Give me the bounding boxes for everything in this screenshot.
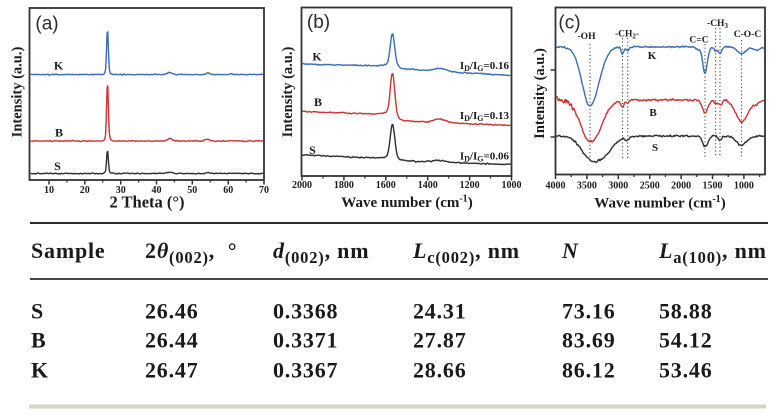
svg-text:B: B <box>314 95 322 109</box>
svg-text:-CH2-: -CH2- <box>615 30 639 41</box>
svg-text:1600: 1600 <box>376 180 396 191</box>
svg-text:C=C: C=C <box>689 36 708 46</box>
svg-text:0.3371: 0.3371 <box>273 328 338 353</box>
svg-text:83.69: 83.69 <box>562 328 616 353</box>
svg-text:58.88: 58.88 <box>659 299 713 324</box>
svg-text:1400: 1400 <box>418 180 438 191</box>
svg-text:C-O-C: C-O-C <box>734 30 762 40</box>
svg-text:K: K <box>54 58 64 72</box>
svg-text:2000: 2000 <box>671 181 691 192</box>
svg-text:B: B <box>649 107 657 119</box>
svg-text:-CH3: -CH3 <box>707 19 728 30</box>
svg-text:27.87: 27.87 <box>413 328 467 353</box>
svg-text:Wave number (cm-1): Wave number (cm-1) <box>341 194 472 212</box>
svg-text:28.66: 28.66 <box>413 358 467 383</box>
svg-text:1200: 1200 <box>460 180 480 191</box>
svg-text:26.47: 26.47 <box>145 358 199 383</box>
svg-text:K: K <box>312 50 322 64</box>
svg-text:2000: 2000 <box>292 180 312 191</box>
svg-text:53.46: 53.46 <box>659 358 713 383</box>
svg-text:Intensity (a.u.): Intensity (a.u.) <box>10 47 26 138</box>
svg-text:3500: 3500 <box>577 181 597 192</box>
svg-text:10: 10 <box>44 185 54 196</box>
svg-text:26.44: 26.44 <box>145 328 199 353</box>
svg-text:1000: 1000 <box>734 181 754 192</box>
svg-text:0.3368: 0.3368 <box>273 299 338 324</box>
svg-text:Intensity (a.u.): Intensity (a.u.) <box>280 47 296 138</box>
svg-text:1500: 1500 <box>703 181 723 192</box>
svg-text:(b): (b) <box>307 12 330 33</box>
svg-text:K: K <box>648 50 657 62</box>
svg-text:2 Theta (°): 2 Theta (°) <box>109 193 184 212</box>
svg-text:60: 60 <box>223 185 233 196</box>
svg-text:86.12: 86.12 <box>562 358 616 383</box>
svg-text:-OH: -OH <box>578 32 597 42</box>
svg-text:La(100), nm: La(100), nm <box>658 238 767 267</box>
svg-text:ID/IG=0.16: ID/IG=0.16 <box>460 60 510 73</box>
svg-text:B: B <box>31 328 46 353</box>
svg-text:1800: 1800 <box>334 180 354 191</box>
svg-text:73.16: 73.16 <box>562 299 616 324</box>
svg-text:1000: 1000 <box>502 180 522 191</box>
svg-text:Lc(002), nm: Lc(002), nm <box>412 238 520 267</box>
svg-text:30: 30 <box>116 185 126 196</box>
svg-text:54.12: 54.12 <box>659 328 713 353</box>
svg-text:4000: 4000 <box>546 181 566 192</box>
svg-text:K: K <box>31 358 49 383</box>
svg-text:Wave number (cm-1): Wave number (cm-1) <box>594 194 725 212</box>
svg-text:26.46: 26.46 <box>145 299 199 324</box>
svg-text:(a): (a) <box>35 14 58 35</box>
svg-text:d(002), nm: d(002), nm <box>273 238 369 267</box>
svg-text:20: 20 <box>80 185 90 196</box>
svg-text:70: 70 <box>259 185 269 196</box>
svg-text:0.3367: 0.3367 <box>273 358 338 383</box>
svg-text:ID/IG=0.13: ID/IG=0.13 <box>460 110 510 123</box>
svg-text:Sample: Sample <box>31 238 105 263</box>
svg-text:50: 50 <box>187 185 197 196</box>
svg-text:S: S <box>652 142 658 154</box>
svg-text:40: 40 <box>152 185 162 196</box>
svg-text:24.31: 24.31 <box>413 299 467 324</box>
svg-text:S: S <box>54 159 61 173</box>
svg-text:S: S <box>31 299 44 324</box>
svg-text:2θ(002), °: 2θ(002), ° <box>145 238 237 267</box>
svg-text:ID/IG=0.06: ID/IG=0.06 <box>460 150 510 163</box>
svg-text:(c): (c) <box>558 13 580 34</box>
svg-text:S: S <box>309 143 316 157</box>
svg-text:N: N <box>561 238 579 263</box>
svg-text:3000: 3000 <box>608 181 628 192</box>
svg-text:B: B <box>55 125 63 139</box>
svg-text:2500: 2500 <box>640 181 660 192</box>
svg-text:Intensity (a.u.): Intensity (a.u.) <box>532 48 548 139</box>
